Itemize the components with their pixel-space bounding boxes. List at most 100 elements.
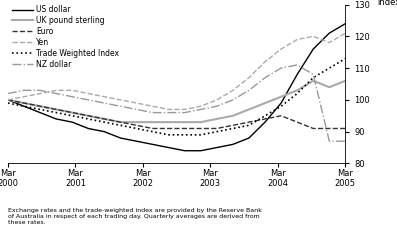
Yen bbox=[214, 99, 219, 101]
US dollar bbox=[311, 48, 316, 50]
NZ dollar bbox=[263, 76, 268, 79]
Line: Trade Weighted Index: Trade Weighted Index bbox=[8, 59, 345, 135]
Trade Weighted Index bbox=[150, 130, 155, 133]
Trade Weighted Index bbox=[6, 102, 10, 104]
UK pound sterling bbox=[295, 89, 300, 92]
Line: NZ dollar: NZ dollar bbox=[8, 65, 345, 141]
NZ dollar bbox=[86, 99, 91, 101]
NZ dollar bbox=[214, 105, 219, 108]
UK pound sterling bbox=[231, 114, 235, 117]
NZ dollar bbox=[38, 89, 42, 92]
US dollar bbox=[102, 130, 107, 133]
Trade Weighted Index bbox=[21, 105, 26, 108]
Euro bbox=[198, 127, 203, 130]
US dollar bbox=[198, 149, 203, 152]
US dollar bbox=[134, 140, 139, 143]
Line: Euro: Euro bbox=[8, 100, 345, 128]
Yen bbox=[6, 99, 10, 101]
US dollar bbox=[327, 32, 332, 35]
Euro bbox=[38, 105, 42, 108]
US dollar bbox=[279, 102, 283, 104]
Euro bbox=[295, 121, 300, 123]
UK pound sterling bbox=[198, 121, 203, 123]
NZ dollar bbox=[6, 92, 10, 95]
US dollar bbox=[86, 127, 91, 130]
NZ dollar bbox=[198, 108, 203, 111]
US dollar bbox=[38, 111, 42, 114]
UK pound sterling bbox=[38, 105, 42, 108]
US dollar bbox=[263, 121, 268, 123]
Yen bbox=[102, 95, 107, 98]
UK pound sterling bbox=[343, 79, 348, 82]
Trade Weighted Index bbox=[182, 133, 187, 136]
NZ dollar bbox=[54, 92, 58, 95]
Yen bbox=[54, 89, 58, 92]
UK pound sterling bbox=[134, 121, 139, 123]
NZ dollar bbox=[118, 105, 123, 108]
Euro bbox=[343, 127, 348, 130]
UK pound sterling bbox=[102, 118, 107, 120]
US dollar bbox=[70, 121, 75, 123]
Yen bbox=[166, 108, 171, 111]
UK pound sterling bbox=[166, 121, 171, 123]
Trade Weighted Index bbox=[102, 121, 107, 123]
Yen bbox=[311, 35, 316, 38]
US dollar bbox=[231, 143, 235, 146]
Trade Weighted Index bbox=[198, 133, 203, 136]
Yen bbox=[327, 41, 332, 44]
Y-axis label: index: index bbox=[378, 0, 397, 7]
UK pound sterling bbox=[214, 118, 219, 120]
Yen bbox=[182, 108, 187, 111]
Trade Weighted Index bbox=[166, 133, 171, 136]
UK pound sterling bbox=[247, 108, 251, 111]
NZ dollar bbox=[182, 111, 187, 114]
Euro bbox=[263, 118, 268, 120]
NZ dollar bbox=[21, 89, 26, 92]
Euro bbox=[279, 114, 283, 117]
NZ dollar bbox=[327, 140, 332, 143]
UK pound sterling bbox=[86, 114, 91, 117]
Euro bbox=[311, 127, 316, 130]
Euro bbox=[70, 111, 75, 114]
Yen bbox=[86, 92, 91, 95]
Yen bbox=[343, 32, 348, 35]
Euro bbox=[21, 102, 26, 104]
US dollar bbox=[166, 146, 171, 149]
NZ dollar bbox=[102, 102, 107, 104]
Legend: US dollar, UK pound sterling, Euro, Yen, Trade Weighted Index, NZ dollar: US dollar, UK pound sterling, Euro, Yen,… bbox=[12, 5, 119, 69]
NZ dollar bbox=[311, 73, 316, 76]
US dollar bbox=[118, 137, 123, 139]
Euro bbox=[6, 99, 10, 101]
NZ dollar bbox=[70, 95, 75, 98]
Euro bbox=[247, 121, 251, 123]
Euro bbox=[86, 114, 91, 117]
Trade Weighted Index bbox=[214, 130, 219, 133]
US dollar bbox=[54, 118, 58, 120]
NZ dollar bbox=[231, 99, 235, 101]
Euro bbox=[102, 118, 107, 120]
Euro bbox=[327, 127, 332, 130]
Trade Weighted Index bbox=[38, 108, 42, 111]
Euro bbox=[150, 127, 155, 130]
Trade Weighted Index bbox=[295, 92, 300, 95]
Yen bbox=[118, 99, 123, 101]
Yen bbox=[198, 105, 203, 108]
Trade Weighted Index bbox=[247, 124, 251, 127]
UK pound sterling bbox=[311, 79, 316, 82]
NZ dollar bbox=[295, 64, 300, 66]
Trade Weighted Index bbox=[327, 67, 332, 69]
Line: US dollar: US dollar bbox=[8, 24, 345, 151]
US dollar bbox=[6, 99, 10, 101]
Trade Weighted Index bbox=[118, 124, 123, 127]
UK pound sterling bbox=[54, 108, 58, 111]
US dollar bbox=[295, 73, 300, 76]
Euro bbox=[231, 124, 235, 127]
UK pound sterling bbox=[70, 111, 75, 114]
Yen bbox=[279, 48, 283, 50]
Yen bbox=[150, 105, 155, 108]
Yen bbox=[38, 92, 42, 95]
NZ dollar bbox=[247, 89, 251, 92]
Euro bbox=[118, 121, 123, 123]
NZ dollar bbox=[343, 140, 348, 143]
US dollar bbox=[247, 137, 251, 139]
